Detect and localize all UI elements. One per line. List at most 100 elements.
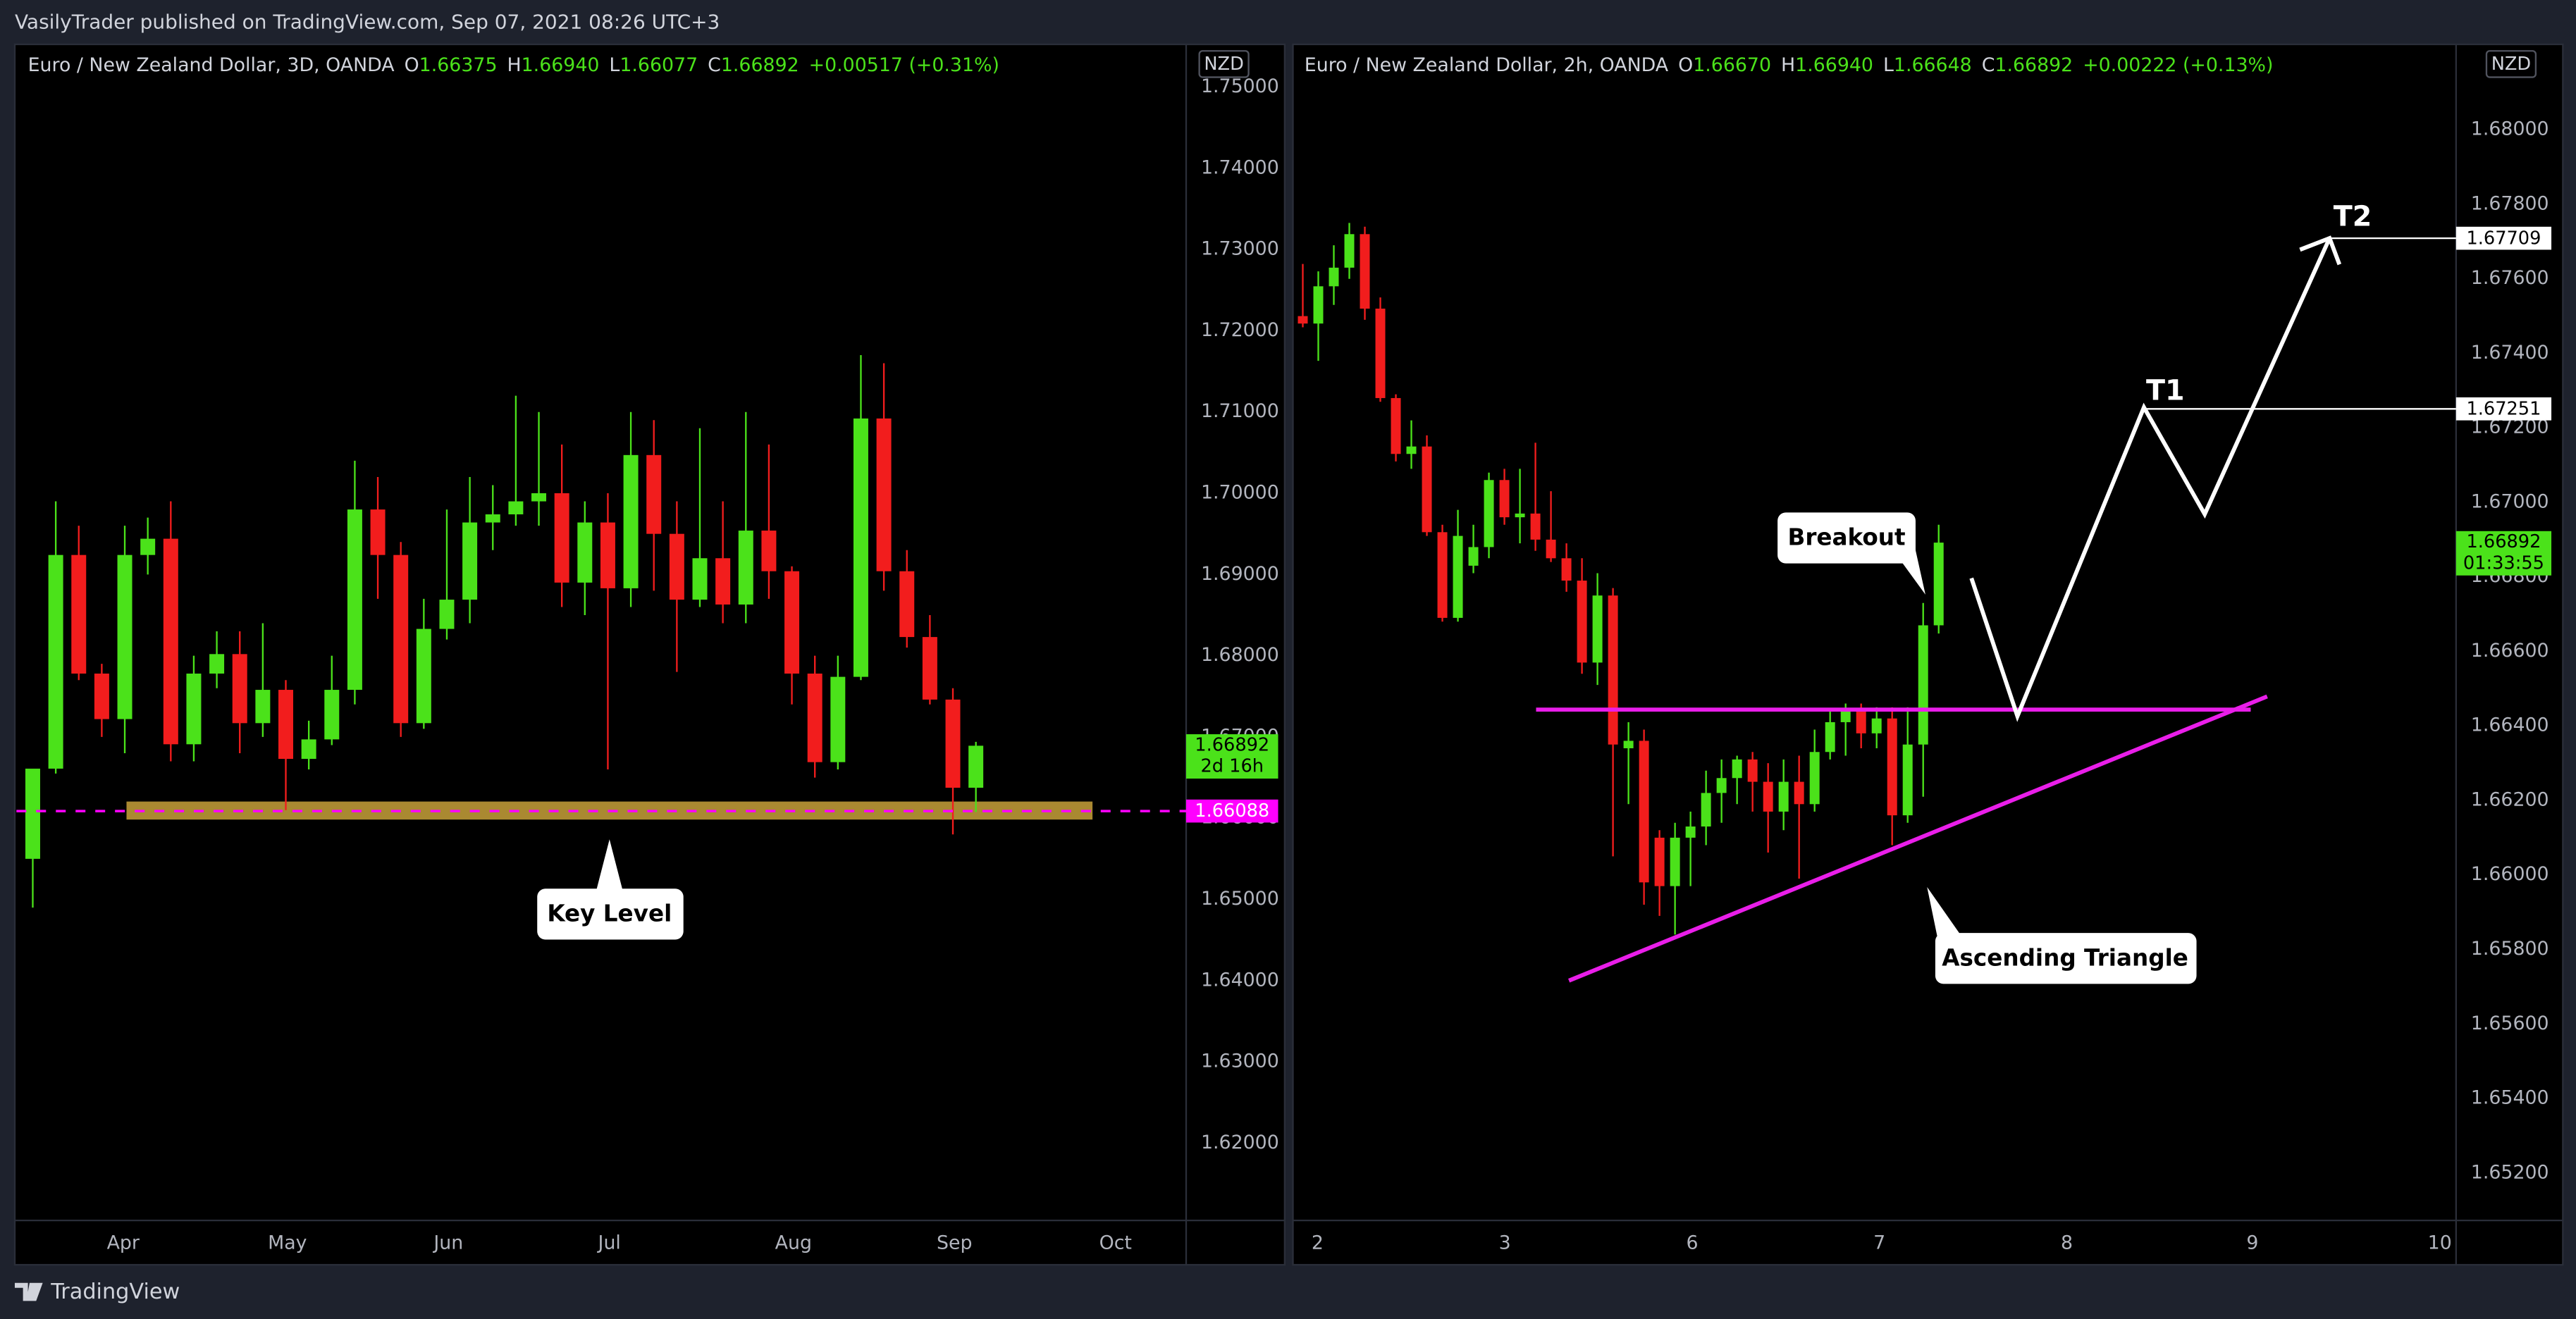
price-label: 1.66088	[1195, 800, 1269, 822]
legend-item: C	[1982, 54, 1995, 76]
candle-body	[48, 555, 63, 769]
price-label-box	[2455, 397, 2552, 421]
candle-body	[830, 676, 846, 762]
candle-body	[1809, 752, 1820, 805]
x-tick-label: 3	[1499, 1232, 1511, 1253]
candle-body	[140, 538, 156, 555]
candle-body	[163, 538, 178, 745]
candle-body	[1313, 286, 1324, 324]
y-tick-label: 1.72000	[1201, 319, 1279, 341]
y-tick-label: 1.66200	[2471, 789, 2549, 811]
callout-box	[1935, 933, 2197, 984]
candle-body	[416, 628, 431, 724]
y-tick-label: 1.65400	[2471, 1087, 2549, 1109]
candle-body	[508, 501, 524, 514]
candle-body	[853, 418, 868, 677]
candle-body	[1592, 595, 1603, 663]
y-tick-label: 1.74000	[1201, 156, 1279, 178]
candle-body	[876, 418, 892, 571]
legend-item: H	[507, 54, 521, 76]
candle-body	[347, 509, 362, 691]
candle-body	[1701, 793, 1711, 827]
candle-body	[1453, 535, 1463, 618]
candle-body	[462, 522, 478, 600]
candle-body	[1732, 759, 1742, 779]
currency-badge	[1198, 50, 1250, 78]
x-tick-label: Aug	[775, 1232, 812, 1253]
legend-item: Euro / New Zealand Dollar, 3D, OANDA	[28, 54, 395, 76]
legend: Euro / New Zealand Dollar, 3D, OANDA O1.6…	[28, 54, 999, 76]
candle-body	[1360, 234, 1370, 309]
legend-item: H	[1781, 54, 1795, 76]
candle-body	[1933, 543, 1944, 626]
legend-item: 1.66892	[721, 54, 799, 76]
legend-item: 1.66670	[1693, 54, 1771, 76]
candle-body	[1778, 781, 1789, 812]
candle-body	[25, 768, 40, 859]
candle-body	[439, 600, 455, 629]
candle-body	[1794, 781, 1804, 805]
candle-body	[94, 673, 109, 719]
y-tick-label: 1.71000	[1201, 400, 1279, 422]
candle-body	[324, 690, 340, 740]
candle-body	[1747, 759, 1758, 782]
candle-body	[1515, 513, 1525, 518]
y-tick-label: 1.67600	[2471, 267, 2549, 289]
currency-label: NZD	[1204, 54, 1243, 75]
x-tick-label: Jun	[432, 1232, 463, 1253]
candle-body	[117, 555, 133, 719]
legend-item: +0.00517 (+0.31%)	[809, 54, 999, 76]
legend-item: 1.66940	[522, 54, 600, 76]
y-tick-label: 1.63000	[1201, 1051, 1279, 1072]
candle-body	[692, 558, 708, 600]
target-label: T2	[2334, 201, 2372, 233]
candle-body	[807, 673, 822, 762]
candle-body	[761, 531, 777, 571]
candle-body	[1375, 309, 1386, 398]
y-tick-label: 1.68000	[2471, 118, 2549, 140]
candle-body	[278, 690, 293, 760]
candle-body	[1654, 837, 1665, 886]
key-level-callout: Key Level	[537, 839, 684, 940]
candle-body	[577, 522, 593, 583]
candle-body	[623, 454, 639, 588]
candle-body	[1437, 532, 1448, 618]
legend-item: L	[1883, 54, 1894, 76]
candle-body	[1840, 711, 1851, 722]
y-tick-label: 1.73000	[1201, 238, 1279, 260]
candle-body	[1716, 778, 1727, 793]
candle-body	[554, 493, 569, 583]
x-tick-label: 9	[2246, 1232, 2258, 1253]
legend-item: O	[405, 54, 419, 76]
candle-body	[1422, 446, 1432, 533]
y-tick-label: 1.69000	[1201, 563, 1279, 585]
callout-pointer	[596, 839, 623, 891]
x-tick-label: May	[268, 1232, 307, 1253]
candle-body	[1670, 837, 1680, 886]
candle-body	[1577, 581, 1587, 663]
y-tick-label: 1.75000	[1201, 75, 1279, 97]
triangle-callout: Ascending Triangle	[1927, 886, 2197, 984]
legend-item: 1.66375	[419, 54, 498, 76]
candle-body	[1763, 781, 1773, 812]
legend-item: 1.66077	[620, 54, 698, 76]
candle-body	[209, 654, 225, 674]
candle-body	[1499, 480, 1510, 518]
candle-body	[1561, 558, 1572, 581]
header-text: VasilyTrader published on TradingView.co…	[15, 11, 720, 34]
annotation: Breakout	[1787, 524, 1905, 551]
last-price-box	[1185, 734, 1278, 779]
candle-body	[1468, 547, 1479, 566]
left-panel	[13, 43, 1286, 1266]
y-tick-label: 1.65600	[2471, 1013, 2549, 1034]
candle-body	[1344, 234, 1355, 268]
y-tick-label: 1.65200	[2471, 1161, 2549, 1183]
y-tick-label: 1.67800	[2471, 192, 2549, 214]
candle-body	[669, 533, 684, 600]
candle-body	[1298, 316, 1308, 324]
y-tick-label: 1.62000	[1201, 1132, 1279, 1153]
y-tick-label: 1.66400	[2471, 714, 2549, 736]
countdown-label: 2d 16h	[1200, 756, 1264, 777]
y-tick-label: 1.65000	[1201, 888, 1279, 910]
